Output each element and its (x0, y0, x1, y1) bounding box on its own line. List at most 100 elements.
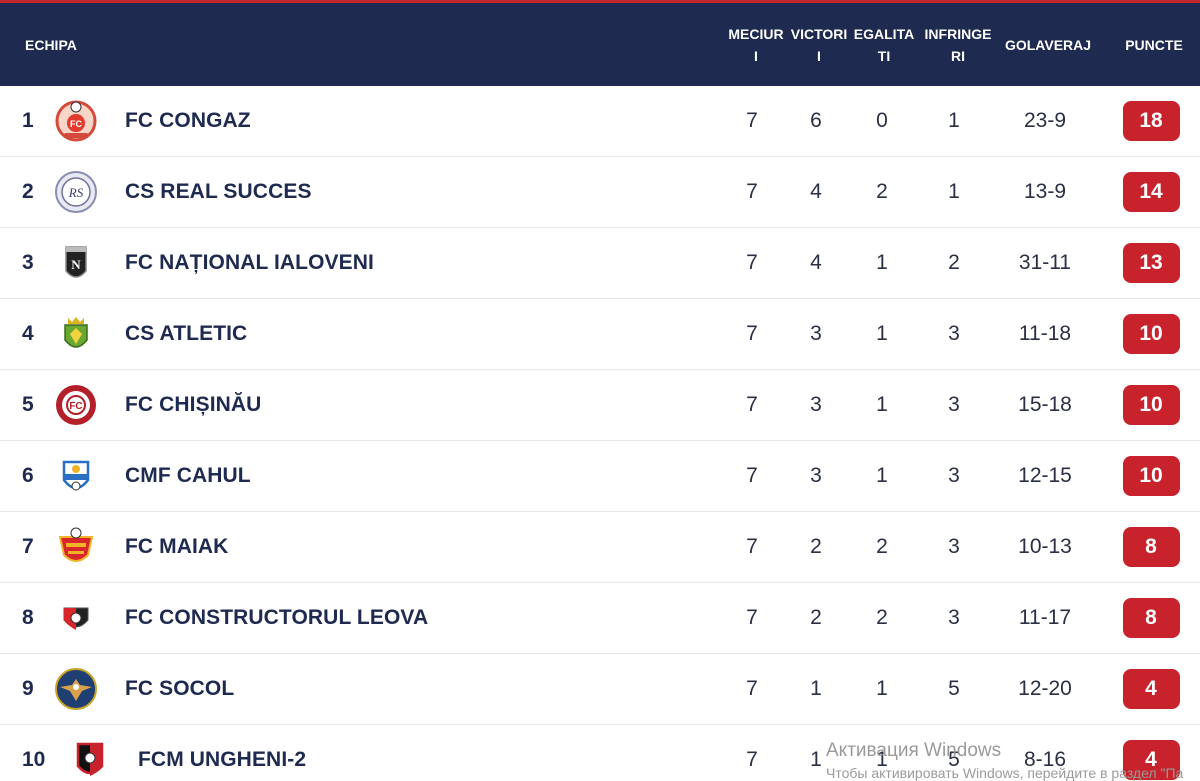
points-badge: 8 (1122, 598, 1180, 638)
cs-atletic-crest-icon (52, 299, 100, 369)
team-name[interactable]: FC NAȚIONAL IALOVENI (125, 251, 374, 274)
table-row[interactable]: 4 CS ATLETIC 7 3 1 3 11-18 10 (0, 299, 1200, 370)
points-cell: 14 (1122, 157, 1180, 227)
points-badge: 8 (1122, 527, 1180, 567)
standings-header: ECHIPA MECIUR I VICTORI I EGALITA TI INF… (0, 3, 1200, 86)
wins: 3 (810, 322, 822, 345)
team-position: 3 (22, 251, 34, 274)
team-position: 8 (22, 606, 34, 629)
losses: 3 (948, 464, 960, 487)
team-name[interactable]: FCM UNGHENI-2 (138, 748, 307, 771)
goal-difference: 8-16 (1023, 748, 1067, 771)
team-name[interactable]: CS REAL SUCCES (125, 180, 312, 203)
matches-played: 7 (746, 109, 758, 132)
goal-difference: 11-17 (1018, 606, 1072, 629)
table-row[interactable]: 6 CMF CAHUL 7 3 1 3 12-15 10 (0, 441, 1200, 512)
team-name[interactable]: FC CHIȘINĂU (125, 393, 262, 416)
team-position: 2 (22, 180, 34, 203)
matches-played: 7 (746, 322, 758, 345)
goal-difference: 12-20 (1018, 677, 1072, 700)
matches-played: 7 (746, 748, 758, 771)
matches-played: 7 (746, 677, 758, 700)
team-position: 5 (22, 393, 34, 416)
points-badge: 10 (1122, 385, 1180, 425)
fc-national-ialoveni-crest-icon: N (52, 228, 100, 298)
matches-played: 7 (746, 535, 758, 558)
crest-text: N (71, 257, 81, 272)
team-name[interactable]: CMF CAHUL (125, 464, 251, 487)
wins: 1 (810, 677, 822, 700)
matches-played: 7 (746, 464, 758, 487)
header-wins[interactable]: VICTORI I (790, 25, 848, 64)
goal-difference: 10-13 (1018, 535, 1072, 558)
wins: 1 (810, 748, 822, 771)
crest-text: RS (68, 185, 84, 200)
team-position: 9 (22, 677, 34, 700)
table-row[interactable]: 2 RS CS REAL SUCCES 7 4 2 1 13-9 14 (0, 157, 1200, 228)
points-cell: 18 (1122, 86, 1180, 156)
table-row[interactable]: 7 FC MAIAK 7 2 2 3 10-13 8 (0, 512, 1200, 583)
header-draws[interactable]: EGALITA TI (853, 25, 915, 64)
table-row[interactable]: 10 FCM UNGHENI-2 7 1 1 5 8-16 4 (0, 725, 1200, 781)
fcm-ungheni-2-crest-icon (66, 725, 114, 781)
draws: 2 (876, 535, 888, 558)
table-row[interactable]: 5 FC FC CHIȘINĂU 7 3 1 3 15-18 10 (0, 370, 1200, 441)
matches-played: 7 (746, 606, 758, 629)
header-points[interactable]: PUNCTE (1125, 36, 1183, 53)
goal-difference: 23-9 (1023, 109, 1067, 132)
losses: 1 (948, 180, 960, 203)
wins: 6 (810, 109, 822, 132)
top-accent-stripe (0, 0, 1200, 3)
draws: 2 (876, 606, 888, 629)
fc-socol-crest-icon (52, 654, 100, 724)
draws: 1 (876, 748, 888, 771)
team-name[interactable]: FC CONSTRUCTORUL LEOVA (125, 606, 429, 629)
team-position: 7 (22, 535, 34, 558)
points-cell: 10 (1122, 441, 1180, 511)
wins: 3 (810, 393, 822, 416)
points-badge: 10 (1122, 456, 1180, 496)
losses: 1 (948, 109, 960, 132)
points-cell: 13 (1122, 228, 1180, 298)
table-row[interactable]: 8 FC CONSTRUCTORUL LEOVA 7 2 2 3 11-17 8 (0, 583, 1200, 654)
table-row[interactable]: 1 FC FC CONGAZ 7 6 0 1 23-9 18 (0, 86, 1200, 157)
losses: 5 (948, 748, 960, 771)
header-goal-difference[interactable]: GOLAVERAJ (1004, 36, 1092, 53)
wins: 3 (810, 464, 822, 487)
points-cell: 10 (1122, 299, 1180, 369)
losses: 3 (948, 393, 960, 416)
losses: 3 (948, 322, 960, 345)
header-team[interactable]: ECHIPA (25, 36, 77, 53)
wins: 4 (810, 180, 822, 203)
wins: 4 (810, 251, 822, 274)
points-badge: 14 (1122, 172, 1180, 212)
team-position: 4 (22, 322, 34, 345)
goal-difference: 15-18 (1018, 393, 1072, 416)
draws: 2 (876, 180, 888, 203)
watermark-title: Активация Windows (826, 740, 1002, 761)
cs-real-succes-crest-icon: RS (52, 157, 100, 227)
goal-difference: 12-15 (1018, 464, 1072, 487)
team-position: 1 (22, 109, 34, 132)
standings-table: 1 FC FC CONGAZ 7 6 0 1 23-9 18 2 RS (0, 86, 1200, 781)
fc-chisinau-crest-icon: FC (52, 370, 100, 440)
team-name[interactable]: FC CONGAZ (125, 109, 251, 132)
matches-played: 7 (746, 393, 758, 416)
header-matches-played[interactable]: MECIUR I (728, 25, 784, 64)
crest-text: FC (69, 401, 82, 412)
table-row[interactable]: 9 FC SOCOL 7 1 1 5 12-20 4 (0, 654, 1200, 725)
crest-text: FC (70, 119, 82, 129)
team-name[interactable]: FC SOCOL (125, 677, 235, 700)
windows-activation-watermark: Активация Windows Чтобы активировать Win… (826, 740, 1183, 781)
table-row[interactable]: 3 N FC NAȚIONAL IALOVENI 7 4 1 2 31-11 1… (0, 228, 1200, 299)
goal-difference: 31-11 (1018, 251, 1072, 274)
team-name[interactable]: CS ATLETIC (125, 322, 248, 345)
points-badge: 18 (1122, 101, 1180, 141)
wins: 2 (810, 606, 822, 629)
wins: 2 (810, 535, 822, 558)
goal-difference: 13-9 (1023, 180, 1067, 203)
header-losses[interactable]: INFRINGE RI (924, 25, 992, 64)
watermark-subtitle: Чтобы активировать Windows, перейдите в … (826, 765, 1184, 781)
matches-played: 7 (746, 180, 758, 203)
team-name[interactable]: FC MAIAK (125, 535, 229, 558)
